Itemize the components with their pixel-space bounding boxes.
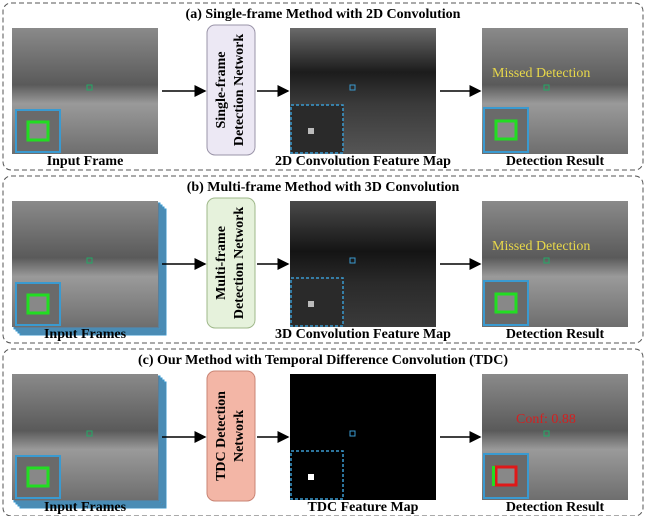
image-label: Detection Result	[506, 327, 605, 342]
network-text: Detection Network	[232, 207, 247, 320]
image-label: Input Frame	[47, 154, 124, 169]
image-label: TDC Feature Map	[308, 500, 419, 515]
target-box	[496, 294, 516, 312]
image-label: 3D Convolution Feature Map	[275, 327, 451, 342]
figure: (a) Single-frame Method with 2D Convolut…	[0, 0, 646, 516]
image-label: Detection Result	[506, 154, 605, 169]
target-box	[28, 468, 48, 486]
feature-inset	[291, 278, 343, 326]
feature-spot	[308, 301, 314, 307]
annotation: Conf: 0.88	[516, 412, 576, 427]
panel-title: (a) Single-frame Method with 2D Convolut…	[186, 7, 461, 22]
feature-inset	[291, 105, 343, 153]
image-label: Detection Result	[506, 500, 605, 515]
feature-spot	[308, 128, 314, 134]
image-label: 2D Convolution Feature Map	[275, 154, 451, 169]
conf-bar	[492, 466, 495, 486]
target-box	[496, 467, 516, 485]
network-text: TDC Detection	[214, 391, 229, 481]
image-label: Input Frames	[44, 500, 127, 515]
target-box	[496, 121, 516, 139]
annotation: Missed Detection	[492, 239, 590, 254]
panel-title: (c) Our Method with Temporal Difference …	[138, 353, 508, 368]
network-text: Network	[232, 410, 247, 462]
target-box	[28, 122, 48, 140]
network-text: Multi-frame	[214, 226, 229, 300]
annotation: Missed Detection	[492, 66, 590, 81]
feature-inset	[291, 451, 343, 499]
image-label: Input Frames	[44, 327, 127, 342]
feature-spot	[308, 474, 314, 480]
panel-title: (b) Multi-frame Method with 3D Convoluti…	[187, 180, 460, 195]
network-text: Detection Network	[232, 34, 247, 147]
network-text: Single-frame	[214, 52, 229, 129]
target-box	[28, 295, 48, 313]
